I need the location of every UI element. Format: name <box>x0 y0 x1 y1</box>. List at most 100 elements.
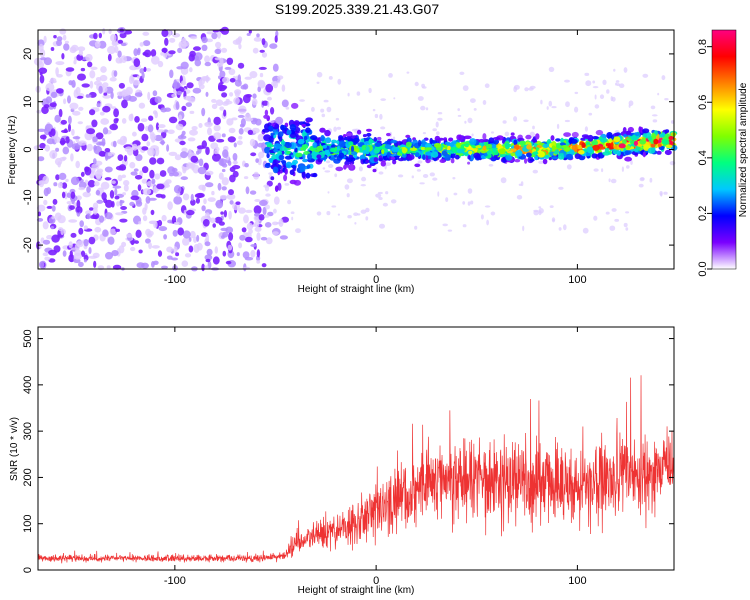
heatmap-noise-cell <box>138 221 142 225</box>
heatmap-signal-cell <box>581 134 590 138</box>
heatmap-noise-cell <box>107 53 112 62</box>
heatmap-faint-cell <box>380 98 387 101</box>
heatmap-noise-cell <box>229 78 236 83</box>
heatmap-signal-cell <box>343 164 351 168</box>
heatmap-noise-cell <box>75 160 80 169</box>
heatmap-noise-cell <box>186 82 194 89</box>
heatmap-noise-cell <box>46 235 53 240</box>
heatmap-signal-cell <box>482 145 487 151</box>
heatmap-noise-cell <box>73 59 77 65</box>
heatmap-signal-cell <box>324 129 331 137</box>
heatmap-signal-cell <box>524 158 528 164</box>
heatmap-noise-cell <box>83 239 89 247</box>
heatmap-noise-cell <box>59 137 66 146</box>
heatmap-signal-cell <box>335 166 344 172</box>
heatmap-faint-cell <box>379 113 383 120</box>
heatmap-signal-cell <box>366 164 372 169</box>
heatmap-noise-cell <box>213 124 221 132</box>
heatmap-noise-cell <box>62 146 70 155</box>
snr-ytick-label: 300 <box>22 422 34 440</box>
heatmap-noise-cell <box>115 228 120 232</box>
heatmap-faint-cell <box>548 66 555 72</box>
heatmap-noise-cell <box>194 59 202 67</box>
heatmap-faint-cell <box>610 178 617 184</box>
heatmap-noise-cell <box>88 207 94 211</box>
heatmap-signal-cell <box>571 131 579 138</box>
heatmap-faint-cell <box>416 169 421 172</box>
heatmap-noise-cell <box>46 187 51 195</box>
heatmap-noise-cell <box>201 36 208 44</box>
heatmap-signal-cell <box>551 145 556 152</box>
heatmap-noise-cell <box>109 190 115 199</box>
heatmap-noise-cell <box>141 133 149 142</box>
heatmap-signal-cell <box>430 151 439 158</box>
heatmap-noise-cell <box>227 244 233 251</box>
heatmap-noise-cell <box>102 105 111 113</box>
heatmap-signal-cell <box>425 143 432 149</box>
heatmap-noise-cell <box>84 166 92 176</box>
heatmap-noise-cell <box>42 252 49 257</box>
heatmap-faint-cell <box>457 108 461 112</box>
heatmap-faint-cell <box>556 123 560 130</box>
heatmap-signal-cell <box>307 153 312 161</box>
heatmap-faint-cell <box>287 199 292 205</box>
heatmap-faint-cell <box>611 96 616 102</box>
heatmap-noise-cell <box>182 230 191 239</box>
heatmap-faint-cell <box>490 131 495 134</box>
heatmap-noise-cell <box>60 228 65 236</box>
heatmap-noise-cell <box>40 57 47 61</box>
heatmap-noise-cell <box>221 133 226 138</box>
heatmap-noise-cell <box>87 61 93 68</box>
heatmap-faint-cell <box>538 206 542 209</box>
heatmap-noise-cell <box>257 133 265 142</box>
heatmap-noise-cell <box>70 232 77 238</box>
heatmap-signal-cell <box>392 159 397 165</box>
heatmap-noise-cell <box>117 154 124 162</box>
heatmap-noise-cell <box>173 221 180 225</box>
heatmap-noise-cell <box>228 68 236 76</box>
heatmap-faint-cell <box>276 222 282 225</box>
heatmap-faint-cell <box>268 172 273 175</box>
heatmap-faint-cell <box>291 216 294 221</box>
heatmap-noise-cell <box>157 250 163 257</box>
heatmap-noise-cell <box>249 190 257 195</box>
heatmap-noise-cell <box>43 104 50 109</box>
heatmap-signal-cell <box>493 154 498 159</box>
heatmap-noise-cell <box>39 142 46 149</box>
heatmap-noise-cell <box>89 109 96 116</box>
heatmap-signal-cell <box>417 139 422 147</box>
heatmap-signal-cell <box>533 142 537 148</box>
heatmap-noise-cell <box>98 150 106 157</box>
heatmap-signal-cell <box>291 102 299 109</box>
heatmap-faint-cell <box>337 78 342 85</box>
heatmap-faint-cell <box>347 215 352 219</box>
heatmap-signal-cell <box>664 149 672 156</box>
heatmap-noise-cell <box>238 128 244 135</box>
heatmap-noise-cell <box>78 50 84 56</box>
heatmap-noise-cell <box>163 53 168 58</box>
heatmap-noise-cell <box>265 83 274 93</box>
heatmap-noise-cell <box>196 145 205 150</box>
heatmap-signal-cell <box>510 152 516 157</box>
heatmap-faint-cell <box>616 83 620 87</box>
heatmap-signal-cell <box>356 129 362 135</box>
heatmap-faint-cell <box>419 182 425 185</box>
heatmap-noise-cell <box>141 146 149 151</box>
heatmap-noise-cell <box>152 90 158 97</box>
heatmap-faint-cell <box>375 193 382 198</box>
heatmap-noise-cell <box>53 182 58 187</box>
heatmap-signal-cell <box>312 172 318 178</box>
heatmap-noise-cell <box>48 258 56 263</box>
heatmap-signal-cell <box>606 132 613 139</box>
heatmap-noise-cell <box>249 71 258 79</box>
heatmap-faint-cell <box>558 186 564 190</box>
heatmap-noise-cell <box>204 241 211 247</box>
heatmap-noise-cell <box>63 43 70 51</box>
heatmap-signal-cell <box>263 134 271 142</box>
heatmap-signal-cell <box>661 139 669 145</box>
heatmap-noise-cell <box>184 253 192 258</box>
heatmap-faint-cell <box>625 227 629 231</box>
heatmap-signal-cell <box>439 159 446 163</box>
heatmap-noise-cell <box>111 40 119 47</box>
heatmap-signal-cell <box>349 157 356 162</box>
